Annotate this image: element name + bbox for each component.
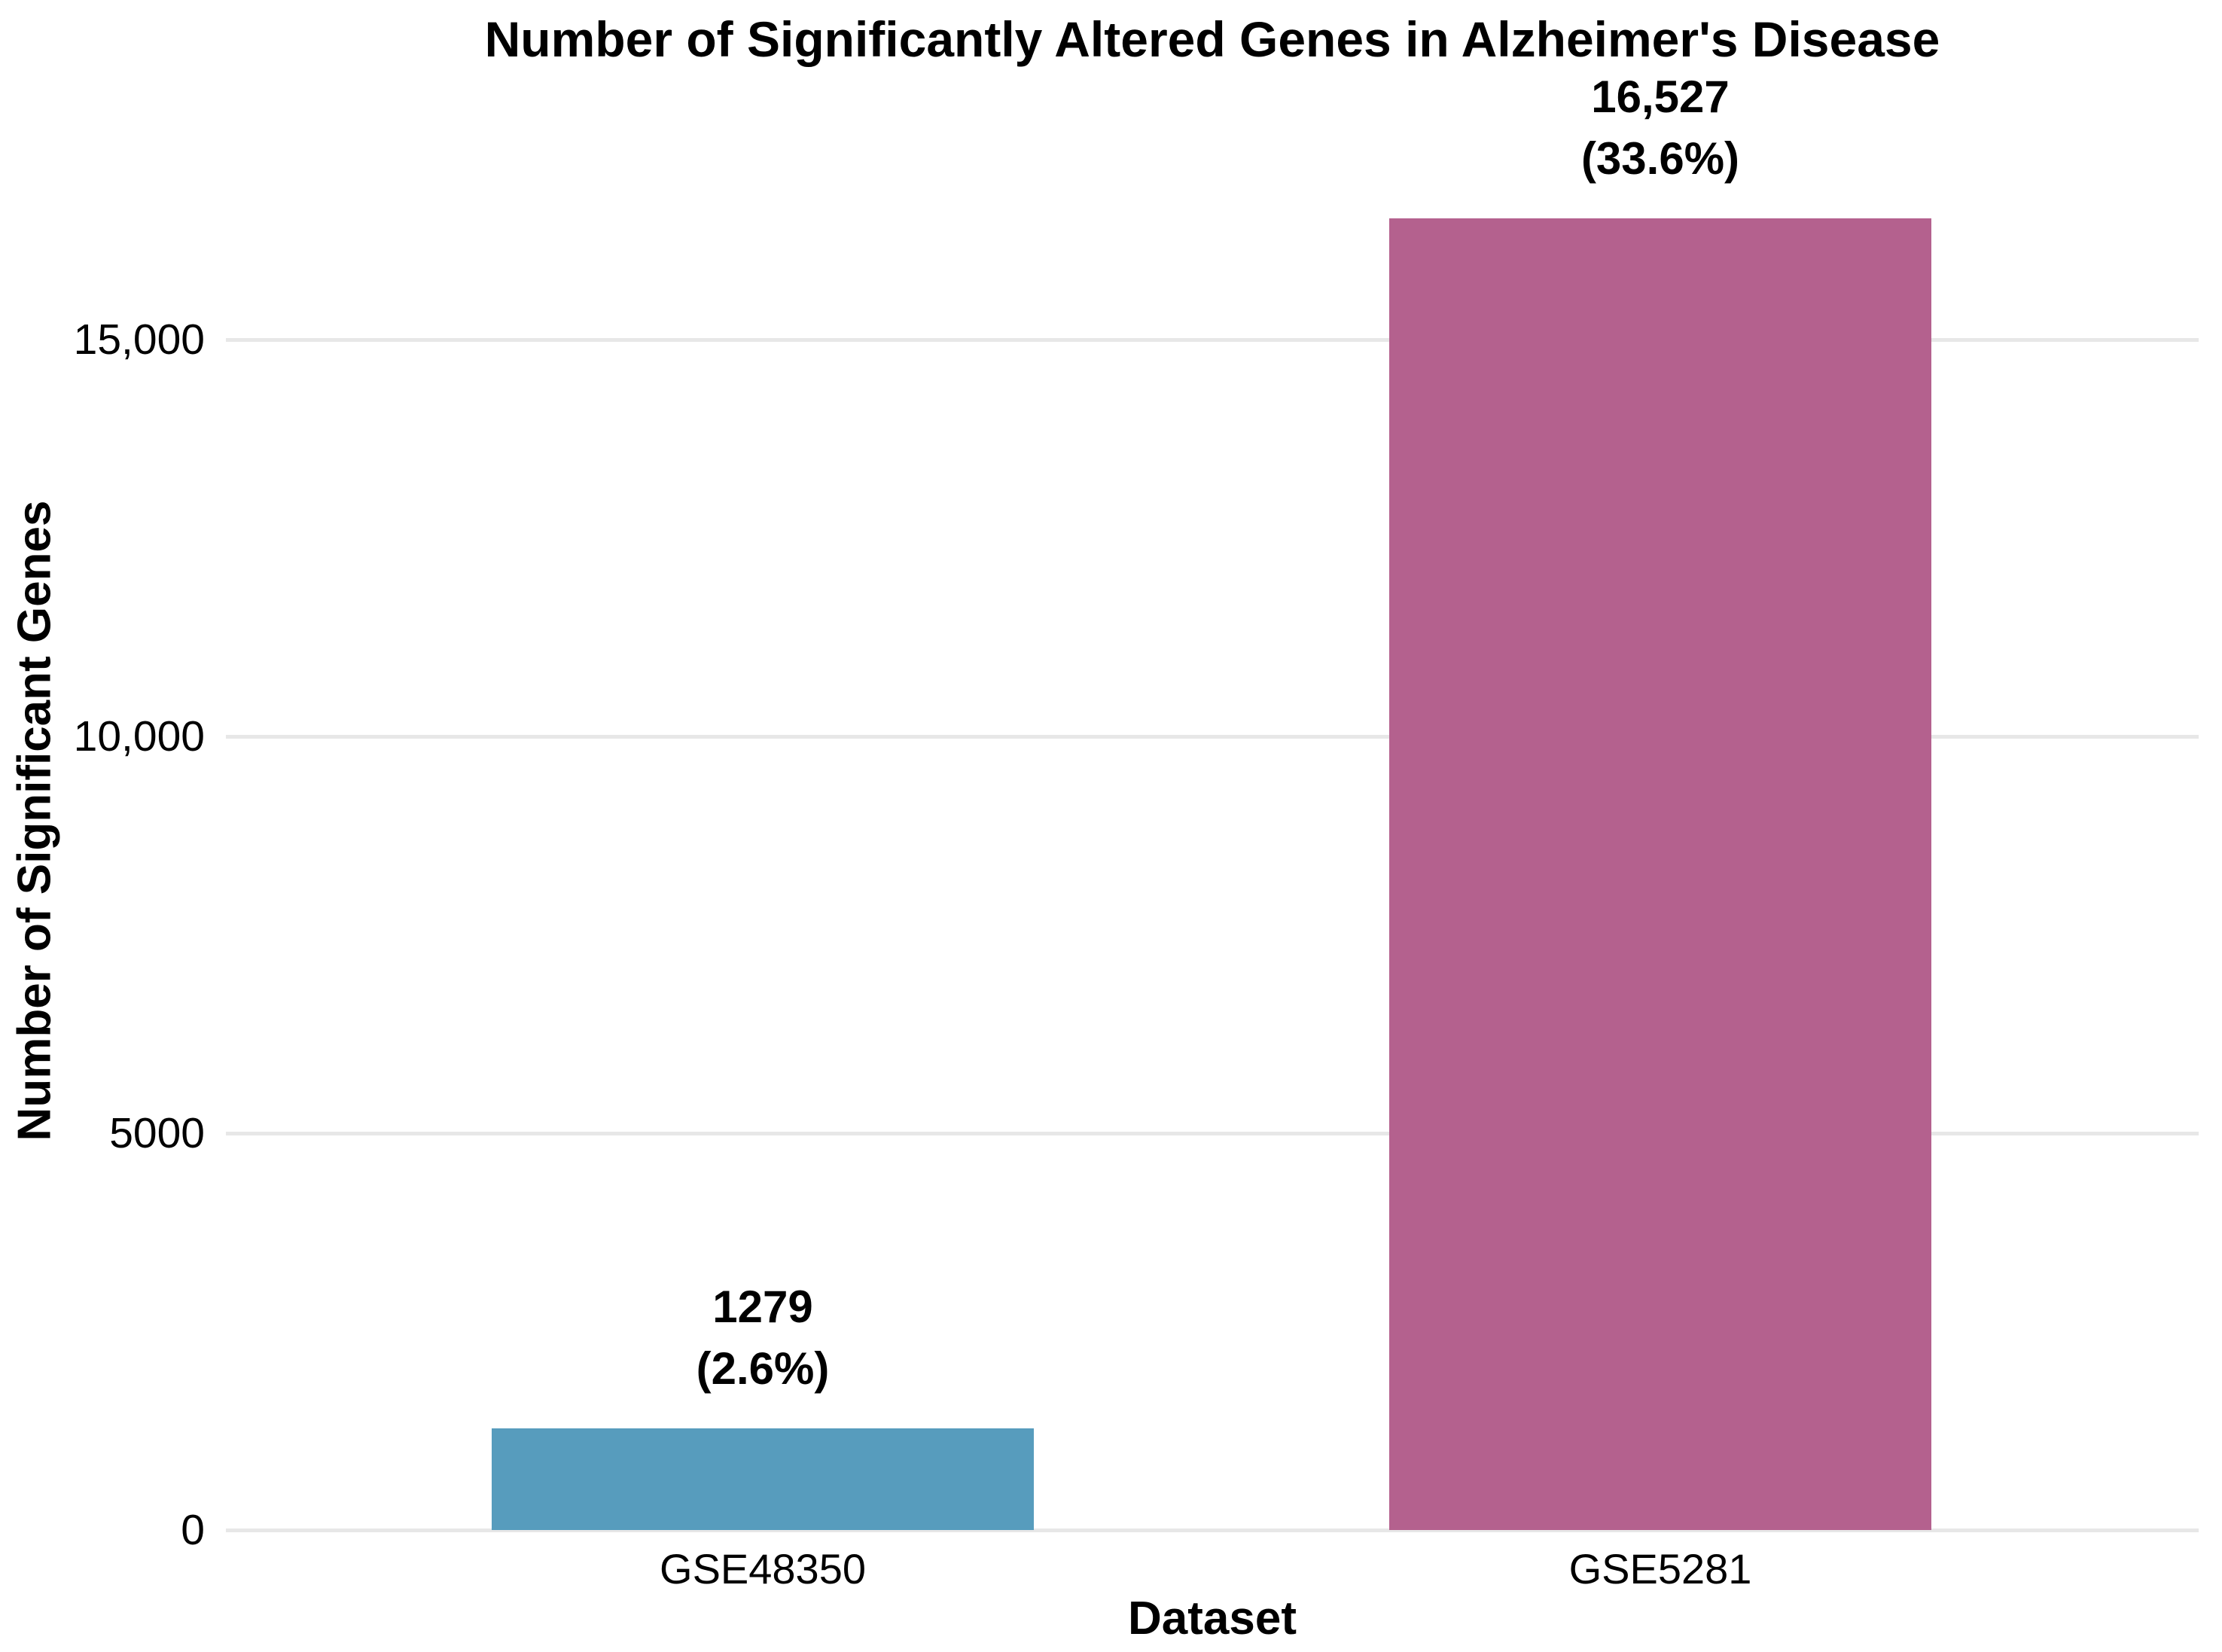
gridline-0 [226,1529,2199,1532]
y-tick-label: 5000 [109,1109,205,1157]
bar-count-text: 1279 [712,1282,813,1332]
plot-area: 1279 (2.6%) 16,527 (33.6%) [226,72,2199,1532]
gridline-5000 [226,1132,2199,1135]
chart-title: Number of Significantly Altered Genes in… [484,11,1940,67]
gridline-15000 [226,338,2199,342]
y-tick-label: 15,000 [73,315,205,364]
bar-value-label: 1279 (2.6%) [696,1276,830,1400]
bar-gse48350 [492,1428,1034,1530]
x-tick-label-gse5281: GSE5281 [1568,1545,1752,1593]
bar-percent-text: (2.6%) [696,1343,830,1394]
bar-value-label: 16,527 (33.6%) [1581,66,1739,190]
bar-count-text: 16,527 [1591,72,1730,122]
gridline-10000 [226,735,2199,739]
x-tick-label-gse48350: GSE48350 [660,1545,866,1593]
y-tick-label: 0 [181,1506,205,1554]
bar-gse5281 [1389,218,1931,1530]
x-axis-title: Dataset [1128,1593,1297,1644]
y-tick-label: 10,000 [73,712,205,760]
y-axis-title: Number of Significant Genes [8,500,61,1141]
bar-percent-text: (33.6%) [1580,133,1740,184]
